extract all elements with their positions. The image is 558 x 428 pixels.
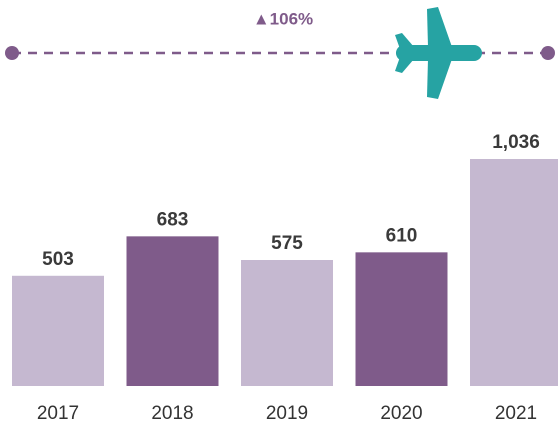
x-tick-label: 2018 [151,403,193,424]
bar [355,252,448,386]
airplane-icon [395,7,482,99]
line-end [5,46,19,60]
line-end [541,46,555,60]
x-tick-label: 2021 [495,403,537,424]
value-label: 1,036 [492,132,540,153]
x-tick-label: 2019 [266,403,308,424]
bar [126,236,219,386]
x-tick-label: 2020 [380,403,422,424]
x-tick-label: 2017 [37,403,79,424]
bar [12,275,104,386]
value-label: 575 [271,233,303,254]
value-label: 503 [42,249,74,270]
annotation: ▲106% [253,9,313,28]
value-label: 610 [386,225,418,246]
value-label: 683 [157,209,189,230]
bar [241,260,333,386]
bar [470,159,558,386]
